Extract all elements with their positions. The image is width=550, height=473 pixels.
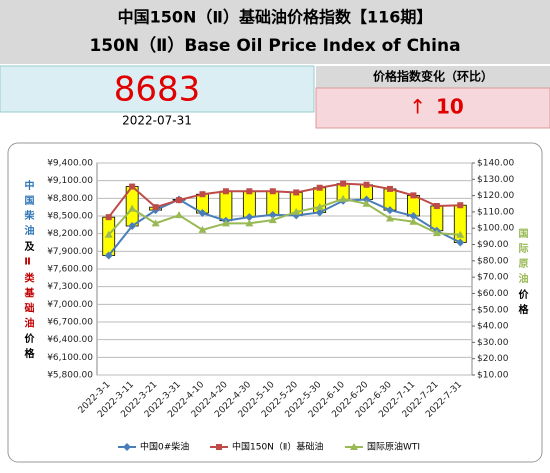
- axis-label: Ⅱ类基础油: [22, 257, 35, 333]
- y-tick-label: ¥5,800.00: [47, 371, 93, 381]
- y2-tick-label: $90.00: [477, 240, 509, 250]
- updown-bar: [219, 190, 233, 222]
- point: [105, 214, 112, 221]
- index-value: 8683: [114, 70, 201, 110]
- axis-label: 价格: [22, 333, 34, 363]
- legend-marker: [123, 443, 131, 451]
- point: [104, 251, 113, 260]
- y2-tick-label: $30.00: [477, 338, 509, 348]
- subtitle: 150N（Ⅱ）Base Oil Price Index of China: [89, 35, 460, 56]
- y2-tick-label: $110.00: [477, 207, 514, 217]
- point: [409, 217, 418, 225]
- y2-tick-label: $40.00: [477, 322, 509, 332]
- title: 中国150N（Ⅱ）基础油价格指数【116期】: [118, 8, 433, 27]
- point: [362, 199, 371, 207]
- change-value: 10: [436, 95, 464, 119]
- y-tick-label: ¥7,300.00: [47, 282, 93, 292]
- y-tick-label: ¥8,800.00: [47, 194, 93, 204]
- y-tick-label: ¥9,400.00: [47, 159, 93, 169]
- y-tick-label: ¥7,000.00: [47, 300, 93, 310]
- change-arrow: ↑: [409, 95, 426, 119]
- point: [362, 195, 371, 204]
- y-tick-label: ¥8,200.00: [47, 229, 93, 239]
- point: [221, 219, 230, 227]
- point: [175, 211, 184, 219]
- header-bg: [0, 0, 550, 64]
- change-bg: [315, 87, 550, 129]
- axis-label: 国际原油: [516, 228, 528, 288]
- index-bg: [0, 65, 315, 113]
- point: [409, 212, 418, 220]
- y2-tick-label: $10.00: [477, 371, 509, 381]
- y2-tick-label: $140.00: [477, 159, 514, 169]
- y-tick-label: ¥6,100.00: [47, 353, 93, 363]
- point: [268, 216, 277, 224]
- point: [104, 230, 113, 238]
- point: [176, 197, 183, 204]
- y2-tick-label: $50.00: [477, 305, 509, 315]
- point: [292, 207, 301, 215]
- point: [151, 219, 160, 227]
- point: [198, 225, 207, 233]
- legend-label: 中国0#柴油: [140, 441, 189, 453]
- axis-label: 价格: [516, 289, 528, 319]
- point: [245, 219, 254, 227]
- point: [246, 188, 253, 195]
- point: [128, 222, 137, 231]
- y-tick-label: ¥7,900.00: [47, 247, 93, 257]
- point: [315, 203, 324, 211]
- y-tick-label: ¥9,100.00: [47, 176, 93, 186]
- index-date: 2022-07-31: [122, 114, 192, 128]
- point: [198, 209, 207, 218]
- point: [340, 180, 347, 187]
- y2-tick-label: $70.00: [477, 273, 509, 283]
- y2-tick-label: $60.00: [477, 289, 509, 299]
- point: [222, 188, 229, 195]
- point: [386, 185, 393, 192]
- y2-tick-label: $130.00: [477, 175, 514, 185]
- legend-marker: [216, 444, 222, 450]
- point: [199, 191, 206, 198]
- y2-tick-label: $100.00: [477, 224, 514, 234]
- series-line: [107, 197, 461, 236]
- point: [456, 238, 465, 247]
- y2-tick-label: $120.00: [477, 191, 514, 201]
- axis-label: 及: [22, 241, 34, 256]
- legend-label: 中国150N（Ⅱ）基础油: [232, 441, 323, 453]
- point: [339, 194, 348, 202]
- point: [410, 192, 417, 199]
- y2-tick-label: $80.00: [477, 256, 509, 266]
- point: [432, 229, 441, 237]
- point: [363, 181, 370, 188]
- legend-marker: [350, 443, 358, 450]
- point: [385, 214, 394, 222]
- change-title: 价格指数变化（环比）: [373, 69, 493, 84]
- change-header-bg: [316, 66, 550, 88]
- point: [245, 213, 254, 222]
- point: [128, 204, 137, 212]
- y-tick-label: ¥6,400.00: [47, 335, 93, 345]
- y-tick-label: ¥7,600.00: [47, 265, 93, 275]
- point: [268, 210, 277, 219]
- legend-label: 国际原油WTI: [367, 441, 420, 453]
- series-line: [107, 182, 461, 218]
- point: [316, 184, 323, 191]
- point: [293, 189, 300, 196]
- y-tick-label: ¥6,700.00: [47, 318, 93, 328]
- y2-tick-label: $20.00: [477, 354, 509, 364]
- axis-label: 中国柴油: [22, 179, 35, 240]
- point: [457, 202, 464, 209]
- point: [433, 202, 440, 209]
- y-tick-label: ¥8,500.00: [47, 212, 93, 222]
- point: [315, 208, 324, 217]
- point: [385, 206, 394, 215]
- point: [456, 230, 465, 238]
- point: [152, 204, 159, 211]
- point: [269, 188, 276, 195]
- point: [129, 183, 136, 190]
